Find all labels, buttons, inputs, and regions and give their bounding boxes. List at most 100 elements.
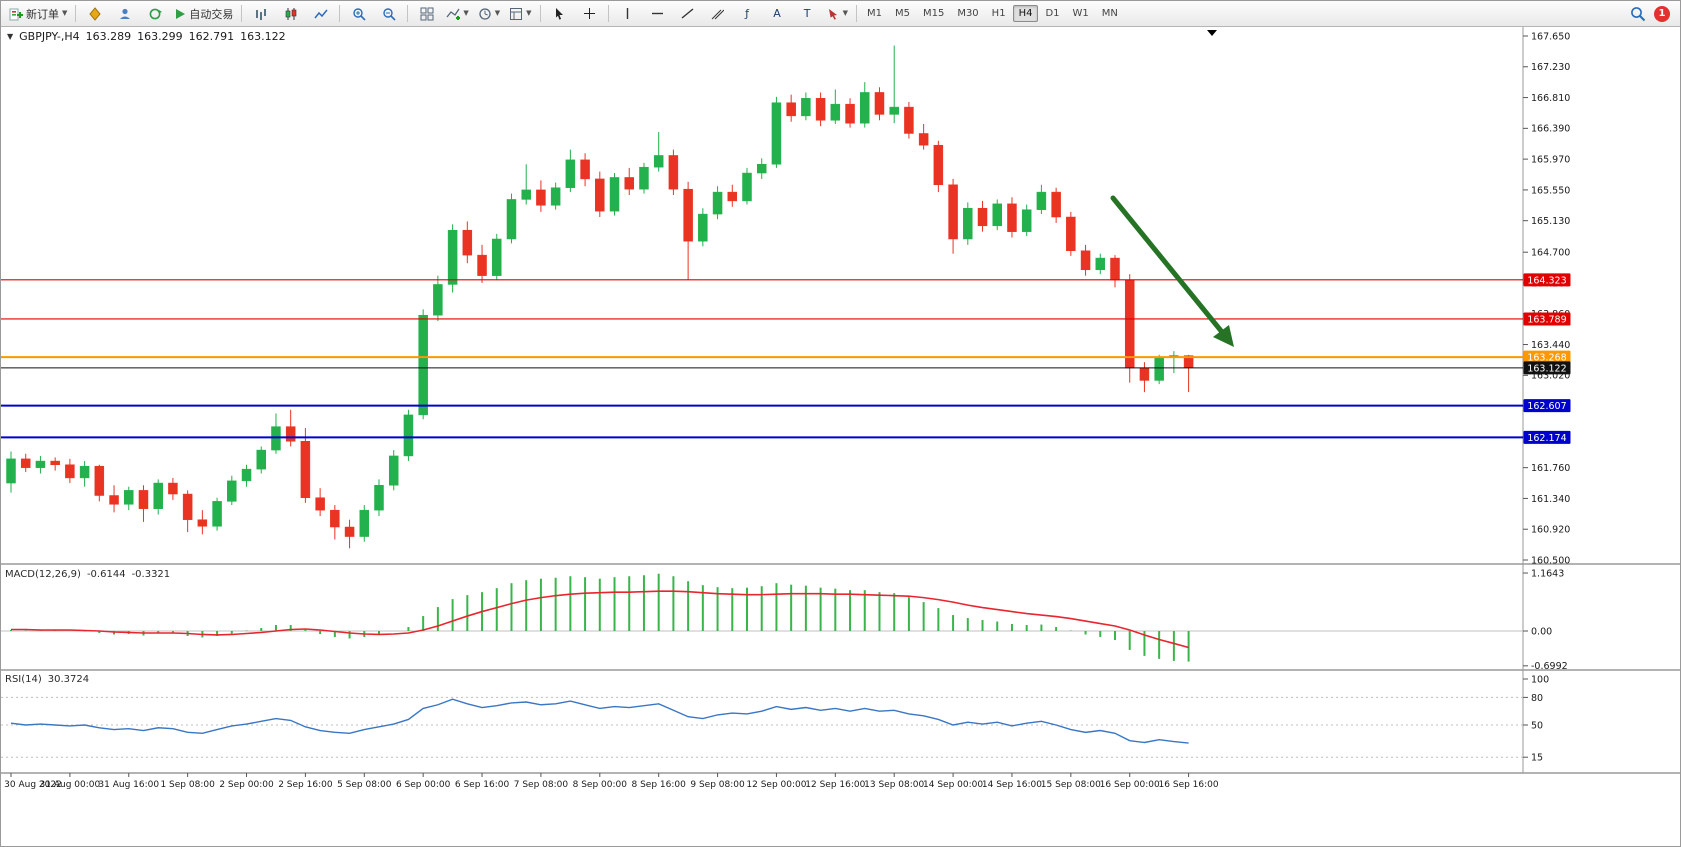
horizontal-line-icon [651, 12, 663, 15]
tile-windows-button[interactable] [412, 2, 441, 25]
chart-area[interactable]: ▼ GBPJPY-,H4 163.289 163.299 162.791 163… [1, 26, 1680, 846]
candle-body [50, 460, 60, 465]
candle-body [300, 441, 311, 498]
label-tool[interactable]: T [793, 2, 822, 25]
text-tool-icon: A [773, 7, 781, 20]
autotrade-button[interactable]: 自动交易 [170, 2, 237, 25]
timeframe-w1[interactable]: W1 [1072, 8, 1089, 19]
time-tick-label: 13 Sep 08:00 [864, 780, 924, 790]
price-badge-label: 162.607 [1527, 401, 1566, 412]
fibonacci-tool[interactable]: ƒ [733, 2, 762, 25]
chevron-down-icon: ▼ [62, 9, 68, 17]
price-badge-label: 163.268 [1527, 353, 1566, 364]
chevron-down-icon: ▼ [494, 9, 501, 17]
candle-body [477, 254, 487, 276]
line-chart-button[interactable] [306, 2, 335, 25]
timeframe-m5[interactable]: M5 [894, 8, 910, 19]
candle-body [1007, 203, 1017, 232]
candle-body [845, 103, 855, 124]
timeframe-h4-active[interactable]: H4 [1012, 5, 1039, 22]
down-arrow-annotation[interactable] [1110, 195, 1225, 335]
candle-body [1036, 191, 1047, 210]
new-order-button[interactable]: 新订单 ▼ [5, 2, 71, 25]
template-icon [510, 7, 523, 20]
down-arrow-head[interactable] [1213, 325, 1234, 347]
candle-body [153, 482, 163, 509]
profile-icon [119, 8, 130, 19]
candle-body [933, 144, 944, 186]
candle-body [344, 526, 355, 537]
candle-body [1154, 356, 1164, 381]
candle-body [1021, 209, 1032, 232]
market-watch-button[interactable] [80, 2, 109, 25]
candle-body [595, 178, 605, 212]
timeframe-h1[interactable]: H1 [991, 8, 1006, 19]
templates-button[interactable]: ▼ [505, 2, 535, 25]
candle-body [992, 203, 1002, 227]
cursor-icon [555, 8, 563, 20]
time-tick-label: 31 Aug 00:00 [40, 780, 101, 790]
timeframe-mn[interactable]: MN [1101, 8, 1118, 19]
notification-badge[interactable]: 1 [1654, 5, 1670, 22]
timeframe-m15[interactable]: M15 [922, 8, 945, 19]
time-tick-label: 16 Sep 00:00 [1100, 780, 1160, 790]
time-tick-label: 31 Aug 16:00 [98, 780, 159, 790]
clock-icon [479, 7, 491, 20]
timeframe-m30[interactable]: M30 [957, 8, 979, 19]
candle-body [124, 490, 134, 505]
search-icon[interactable] [1630, 6, 1646, 22]
chart-shift-marker[interactable] [1207, 30, 1217, 36]
cursor-tool-button[interactable] [545, 2, 574, 25]
trendline-tool[interactable] [673, 2, 702, 25]
rsi-tick-label: 50 [1531, 720, 1543, 731]
vertical-line-tool[interactable] [613, 2, 642, 25]
timeframe-m1[interactable]: M1 [866, 8, 882, 19]
channel-tool[interactable] [703, 2, 732, 25]
time-tick-label: 2 Sep 16:00 [278, 780, 333, 790]
candle-body [492, 238, 502, 276]
candle-body [536, 189, 546, 206]
price-badge-label: 163.122 [1527, 363, 1566, 374]
candle-body [742, 172, 752, 202]
macd-value-main: -0.6144 [86, 569, 126, 580]
chevron-down-icon: ▼ [526, 9, 532, 17]
candle-body [271, 426, 281, 451]
price-tick-label: 163.440 [1531, 340, 1570, 351]
candle-body [330, 509, 340, 528]
zoom-in-button[interactable] [344, 2, 373, 25]
price-tick-label: 161.340 [1531, 494, 1570, 505]
candle-body [1066, 216, 1076, 251]
candle-body [388, 455, 399, 486]
fibonacci-icon: ƒ [745, 7, 749, 20]
time-tick-label: 12 Sep 16:00 [805, 780, 865, 790]
timeframe-d1[interactable]: D1 [1045, 8, 1060, 19]
candle-body [889, 106, 899, 115]
time-tick-label: 6 Sep 16:00 [455, 780, 510, 790]
time-tick-label: 8 Sep 16:00 [632, 780, 687, 790]
candle-body [241, 468, 252, 482]
bar-chart-button[interactable] [246, 2, 275, 25]
autotrade-label: 自动交易 [189, 7, 234, 21]
candle-body [433, 284, 443, 316]
candle-body [138, 490, 149, 509]
time-tick-label: 6 Sep 00:00 [396, 780, 451, 790]
candle-body [359, 509, 370, 537]
terminal-button[interactable] [140, 2, 169, 25]
candle-body [1095, 257, 1106, 271]
candle-body [756, 164, 767, 174]
candle-body [712, 191, 723, 215]
horizontal-line-tool[interactable] [643, 2, 672, 25]
zoom-out-button[interactable] [374, 2, 403, 25]
candle-body [403, 414, 414, 457]
indicators-button[interactable]: ▼ [442, 2, 472, 25]
vertical-line-icon [626, 8, 628, 19]
text-tool[interactable]: A [763, 2, 792, 25]
candlestick-chart-button[interactable] [276, 2, 305, 25]
data-window-button[interactable] [110, 2, 139, 25]
crosshair-tool-button[interactable] [575, 2, 604, 25]
arrows-tool[interactable]: ▼ [823, 2, 852, 25]
candle-body [860, 92, 870, 124]
tile-windows-icon [420, 7, 434, 20]
price-chart-canvas: 167.650 167.230 166.810 166.390 165.970 165.5… [1, 26, 1680, 790]
periods-button[interactable]: ▼ [474, 2, 504, 25]
